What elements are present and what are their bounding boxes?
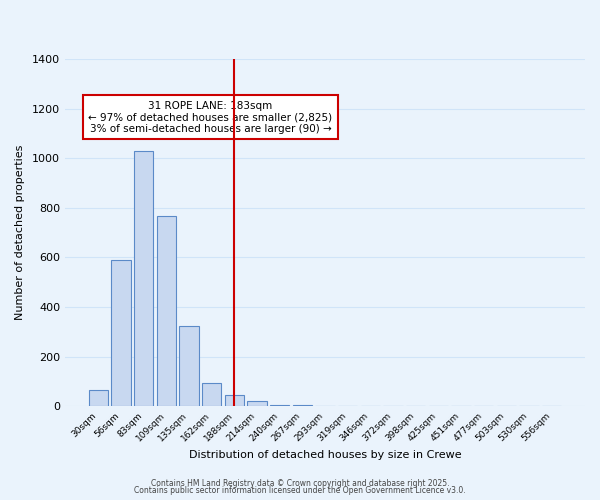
Bar — [111, 260, 131, 406]
Text: Contains HM Land Registry data © Crown copyright and database right 2025.: Contains HM Land Registry data © Crown c… — [151, 478, 449, 488]
Bar — [157, 216, 176, 406]
Text: 31 ROPE LANE: 183sqm
← 97% of detached houses are smaller (2,825)
3% of semi-det: 31 ROPE LANE: 183sqm ← 97% of detached h… — [88, 100, 332, 134]
Y-axis label: Number of detached properties: Number of detached properties — [15, 145, 25, 320]
Bar — [247, 401, 266, 406]
Bar — [224, 395, 244, 406]
Bar — [179, 326, 199, 406]
Bar — [134, 150, 153, 406]
X-axis label: Distribution of detached houses by size in Crewe: Distribution of detached houses by size … — [188, 450, 461, 460]
Bar — [202, 382, 221, 406]
Bar — [293, 405, 312, 406]
Text: Contains public sector information licensed under the Open Government Licence v3: Contains public sector information licen… — [134, 486, 466, 495]
Bar — [89, 390, 108, 406]
Bar — [270, 405, 289, 406]
